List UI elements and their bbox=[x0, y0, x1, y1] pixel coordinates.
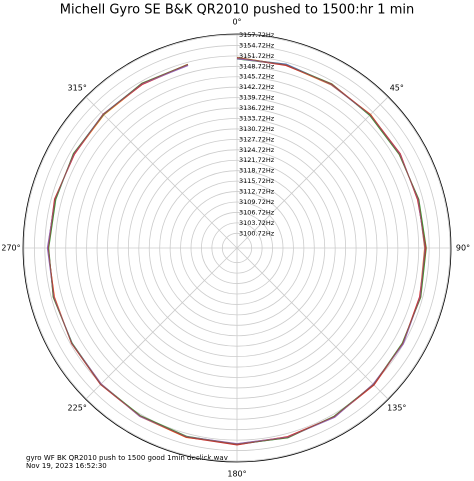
radial-tick-label: 3124.72Hz bbox=[239, 146, 275, 154]
series-line bbox=[47, 57, 426, 445]
radial-tick-label: 3127.72Hz bbox=[239, 135, 275, 143]
radial-tick-label: 3100.72Hz bbox=[239, 229, 275, 237]
angle-tick-label: 45° bbox=[390, 84, 404, 93]
radial-tick-label: 3106.72Hz bbox=[239, 208, 275, 216]
angle-tick-label: 270° bbox=[1, 244, 20, 253]
radial-tick-label: 3136.72Hz bbox=[239, 104, 275, 112]
radial-tick-label: 3157.72Hz bbox=[239, 31, 275, 39]
angle-tick-label: 225° bbox=[68, 403, 87, 412]
radial-tick-label: 3130.72Hz bbox=[239, 125, 275, 133]
grid-spoke bbox=[85, 247, 238, 400]
radial-tick-label: 3139.72Hz bbox=[239, 94, 275, 102]
angle-tick-label: 180° bbox=[227, 470, 246, 479]
chart-title: Michell Gyro SE B&K QR2010 pushed to 150… bbox=[60, 3, 414, 18]
footer-line: gyro WF BK QR2010 push to 1500 good 1min… bbox=[26, 454, 228, 462]
radial-tick-label: 3133.72Hz bbox=[239, 114, 275, 122]
angle-tick-label: 90° bbox=[456, 244, 470, 253]
radial-tick-label: 3148.72Hz bbox=[239, 62, 275, 70]
radial-tick-label: 3109.72Hz bbox=[239, 198, 275, 206]
radial-tick-label: 3151.72Hz bbox=[239, 52, 275, 60]
radial-tick-label: 3112.72Hz bbox=[239, 188, 275, 196]
radial-tick-label: 3154.72Hz bbox=[239, 41, 275, 49]
grid-spoke bbox=[236, 247, 389, 400]
radial-tick-label: 3118.72Hz bbox=[239, 167, 275, 175]
radial-tick-label: 3142.72Hz bbox=[239, 83, 275, 91]
radial-tick-label: 3121.72Hz bbox=[239, 156, 275, 164]
angle-tick-label: 0° bbox=[232, 18, 241, 27]
grid-spoke bbox=[85, 96, 238, 249]
grid-spoke bbox=[236, 96, 389, 249]
polar-frame bbox=[22, 33, 452, 463]
radial-tick-label: 3145.72Hz bbox=[239, 73, 275, 81]
angle-tick-label: 135° bbox=[387, 403, 406, 412]
radial-tick-label: 3103.72Hz bbox=[239, 219, 275, 227]
radial-tick-label: 3115.72Hz bbox=[239, 177, 275, 185]
angle-tick-label: 315° bbox=[68, 84, 87, 93]
footer-line: Nov 19, 2023 16:52:30 bbox=[26, 462, 107, 470]
